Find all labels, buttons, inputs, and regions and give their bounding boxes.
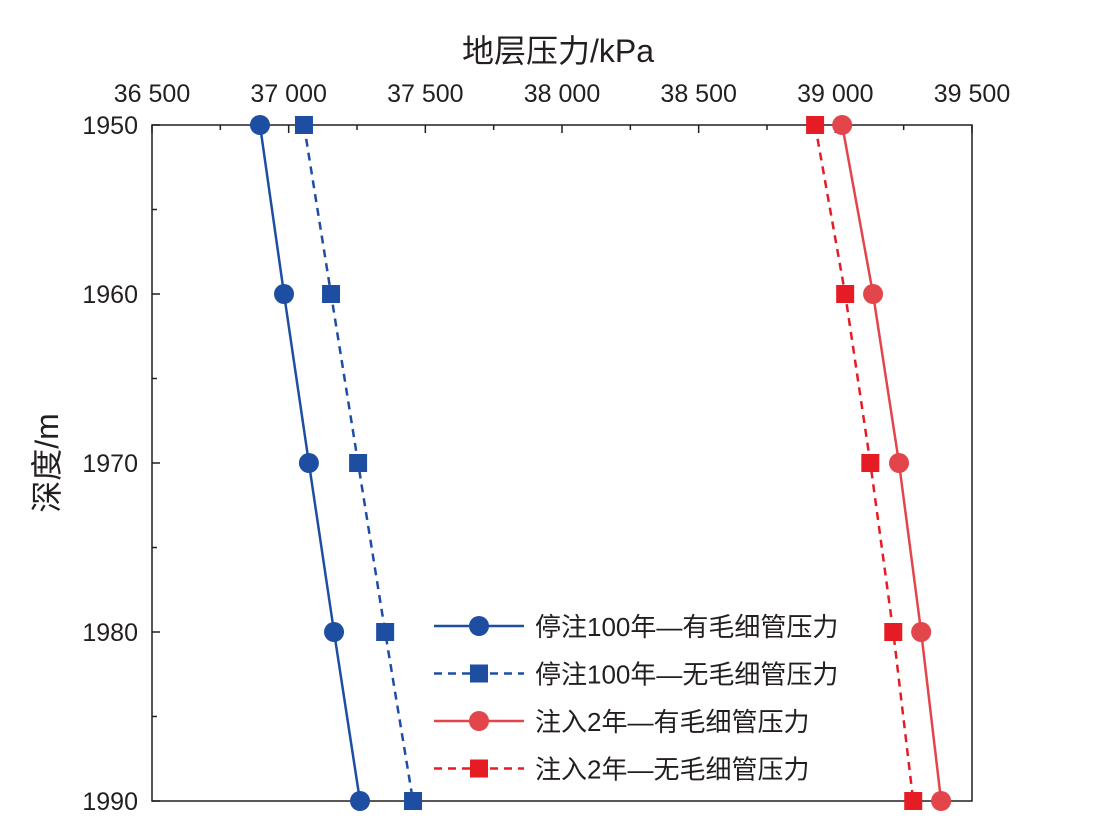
circle-marker: [324, 622, 345, 642]
circle-marker: [249, 115, 270, 135]
x-tick-label: 38 500: [660, 80, 736, 108]
legend-label: 停注100年—有毛细管压力: [535, 612, 838, 642]
legend-label: 注入2年—无毛细管压力: [535, 755, 809, 785]
y-tick-label: 1950: [82, 112, 138, 140]
y-axis-title: 深度/m: [29, 413, 65, 513]
x-axis-ticks: 36 500 37 000 37 500 38 000 38 500 39 000 39 5…: [114, 80, 1010, 133]
y-axis-ticks: 1950 1960 1970 1980 1990: [82, 112, 160, 816]
circle-marker: [350, 791, 371, 811]
legend-item: 停注100年—有毛细管压力: [434, 612, 838, 642]
series-3: [832, 115, 952, 811]
legend-square-marker: [470, 664, 488, 683]
square-marker: [322, 285, 341, 303]
legend: 停注100年—有毛细管压力停注100年—无毛细管压力注入2年—有毛细管压力注入2…: [434, 612, 838, 785]
legend-label: 注入2年—有毛细管压力: [535, 707, 809, 737]
legend-item: 停注100年—无毛细管压力: [434, 660, 838, 690]
x-tick-label: 38 000: [524, 80, 600, 108]
x-tick-label: 39 000: [797, 80, 873, 108]
circle-marker: [298, 453, 319, 473]
square-marker: [404, 792, 423, 810]
circle-marker: [274, 284, 295, 304]
y-tick-label: 1990: [82, 788, 138, 816]
y-tick-label: 1970: [82, 450, 138, 478]
legend-square-marker: [470, 759, 488, 778]
series-group: [249, 115, 952, 811]
square-marker: [806, 116, 825, 134]
x-tick-label: 36 500: [114, 80, 190, 108]
x-axis-title: 地层压力/kPa: [462, 33, 654, 69]
square-marker: [836, 285, 855, 303]
square-marker: [349, 454, 368, 472]
square-marker: [376, 623, 395, 641]
x-tick-label: 37 500: [387, 80, 463, 108]
legend-item: 注入2年—有毛细管压力: [434, 707, 809, 737]
y-tick-label: 1960: [82, 281, 138, 309]
legend-label: 停注100年—无毛细管压力: [535, 660, 838, 690]
circle-marker: [832, 115, 853, 135]
legend-circle-marker: [469, 711, 489, 731]
x-tick-label: 37 000: [250, 80, 326, 108]
circle-marker: [911, 622, 932, 642]
x-tick-label: 39 500: [934, 80, 1010, 108]
square-marker: [861, 454, 880, 472]
circle-marker: [889, 453, 910, 473]
series-4: [806, 116, 923, 810]
y-tick-label: 1980: [82, 619, 138, 647]
series-1: [249, 115, 371, 811]
circle-marker: [863, 284, 884, 304]
square-marker: [904, 792, 923, 810]
legend-circle-marker: [469, 616, 489, 636]
square-marker: [884, 623, 903, 641]
series-2: [294, 116, 423, 810]
circle-marker: [931, 791, 952, 811]
square-marker: [294, 116, 313, 134]
legend-item: 注入2年—无毛细管压力: [434, 755, 809, 785]
